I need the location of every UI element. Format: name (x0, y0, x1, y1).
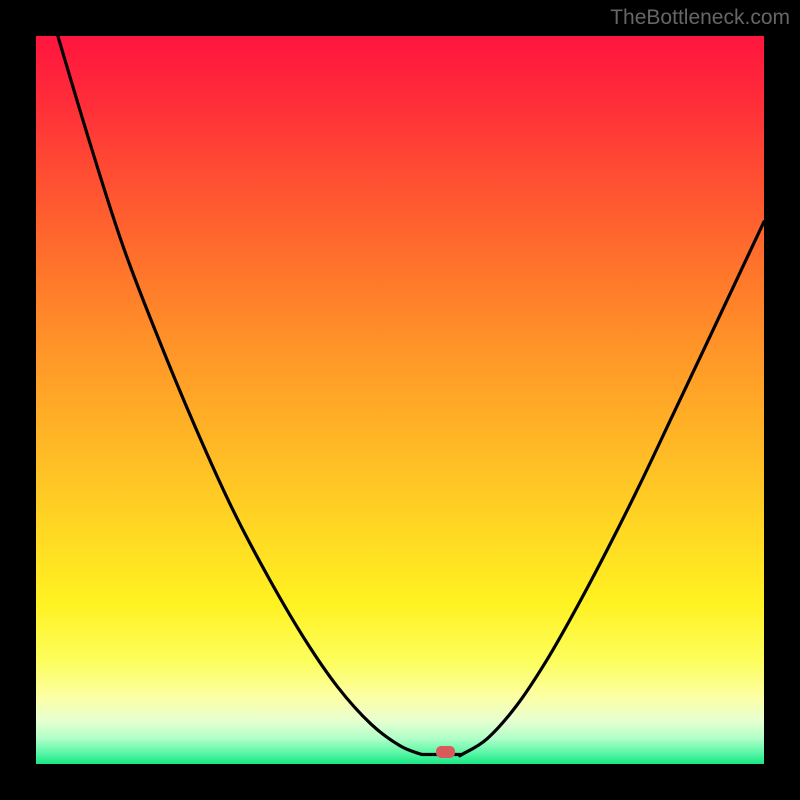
plot-area (36, 36, 764, 764)
bottleneck-curve (36, 36, 764, 764)
valley-marker (436, 746, 455, 758)
watermark-text: TheBottleneck.com (610, 6, 790, 30)
